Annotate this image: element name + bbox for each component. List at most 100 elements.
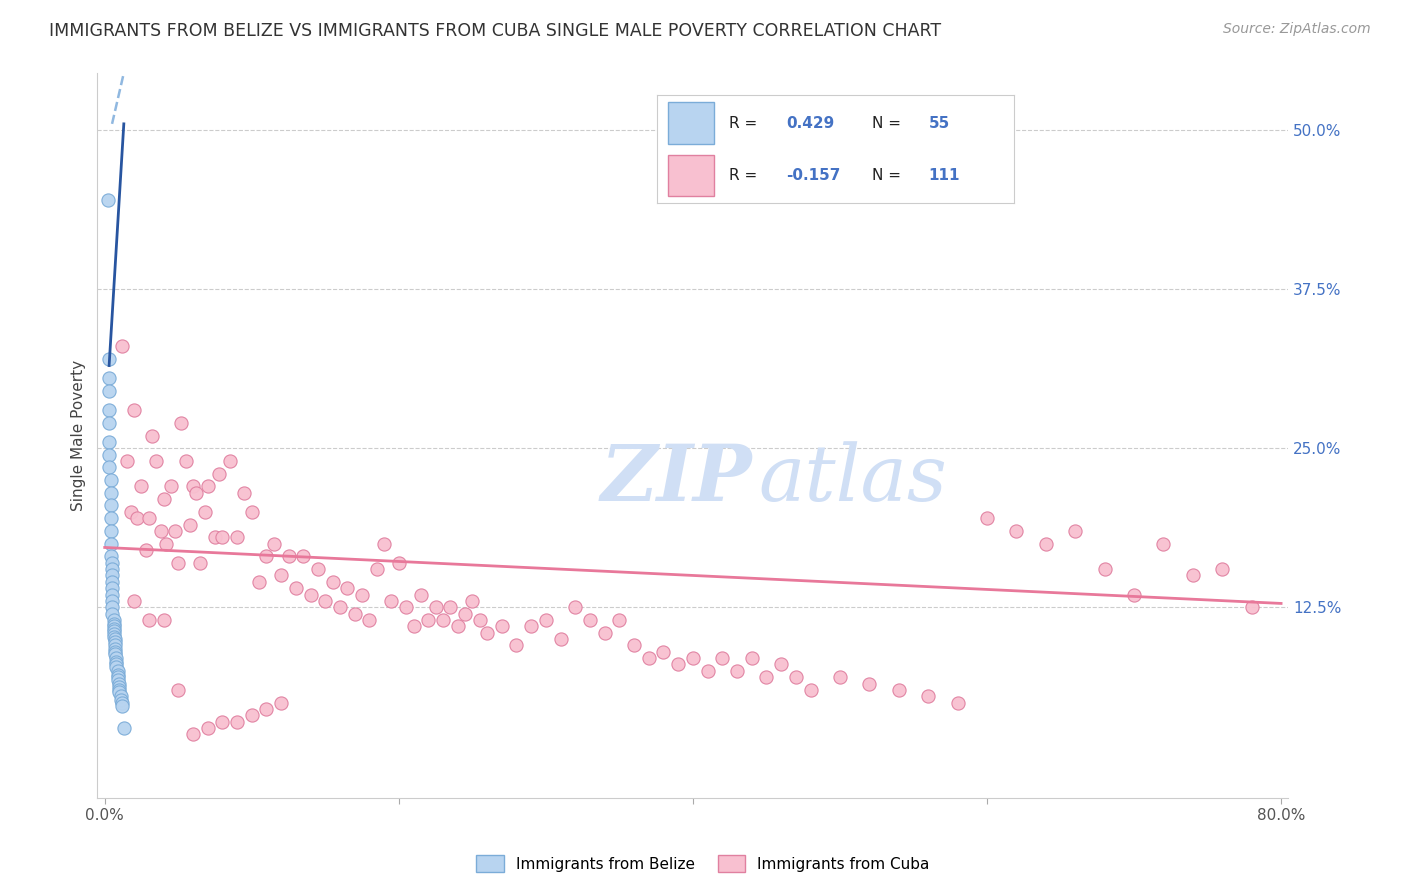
Point: [103, 624, 125, 639]
Point: [97, 193, 120, 207]
Point: [100, 536, 122, 550]
Point: [103, 627, 125, 641]
Point: [184, 485, 207, 500]
Point: [725, 664, 748, 678]
Point: [1123, 588, 1146, 602]
Point: [211, 714, 233, 729]
Point: [103, 622, 125, 636]
Point: [336, 581, 359, 595]
Point: [741, 651, 763, 665]
Point: [104, 642, 127, 657]
Point: [101, 568, 124, 582]
Point: [167, 556, 190, 570]
Point: [105, 657, 128, 672]
Point: [101, 588, 124, 602]
Point: [409, 588, 432, 602]
Point: [785, 670, 807, 684]
Point: [256, 702, 278, 716]
Point: [188, 556, 211, 570]
Point: [682, 651, 704, 665]
Point: [152, 492, 174, 507]
Point: [799, 682, 821, 697]
Point: [388, 556, 411, 570]
Point: [623, 639, 645, 653]
Point: [380, 594, 402, 608]
Point: [887, 682, 910, 697]
Text: ZIP: ZIP: [600, 441, 752, 517]
Point: [122, 403, 145, 417]
Point: [402, 619, 425, 633]
Point: [256, 549, 278, 564]
Point: [299, 588, 322, 602]
Point: [104, 648, 127, 662]
Point: [946, 696, 969, 710]
Point: [439, 600, 461, 615]
Y-axis label: Single Male Poverty: Single Male Poverty: [72, 360, 86, 511]
Point: [115, 454, 138, 468]
Point: [101, 556, 124, 570]
Point: [858, 676, 880, 690]
Point: [165, 524, 187, 538]
Point: [666, 657, 689, 672]
Point: [475, 625, 498, 640]
Point: [138, 613, 160, 627]
Point: [105, 651, 128, 665]
Point: [579, 613, 602, 627]
Point: [917, 690, 939, 704]
Point: [110, 693, 132, 707]
Point: [103, 630, 125, 644]
Point: [270, 568, 292, 582]
Point: [350, 588, 373, 602]
Point: [98, 460, 121, 475]
Point: [770, 657, 793, 672]
Point: [181, 727, 204, 741]
Point: [101, 600, 124, 615]
Point: [329, 600, 352, 615]
Point: [491, 619, 513, 633]
Point: [468, 613, 491, 627]
Point: [211, 530, 233, 544]
Point: [711, 651, 734, 665]
Point: [111, 696, 134, 710]
Point: [107, 670, 129, 684]
Point: [111, 699, 134, 714]
Point: [110, 690, 132, 704]
Point: [111, 339, 134, 353]
Point: [609, 613, 631, 627]
Point: [174, 454, 197, 468]
Point: [593, 625, 616, 640]
Point: [98, 416, 121, 430]
Point: [520, 619, 543, 633]
Point: [100, 485, 122, 500]
Point: [652, 645, 675, 659]
Point: [107, 667, 129, 681]
Point: [432, 613, 454, 627]
Point: [170, 416, 193, 430]
Point: [131, 479, 153, 493]
Point: [277, 549, 299, 564]
Point: [138, 511, 160, 525]
Point: [226, 714, 249, 729]
Point: [314, 594, 336, 608]
Point: [105, 655, 128, 669]
Point: [149, 524, 172, 538]
Point: [101, 581, 124, 595]
Point: [104, 634, 127, 648]
Point: [100, 499, 122, 513]
Point: [240, 708, 263, 723]
Point: [204, 530, 226, 544]
Point: [108, 681, 131, 695]
Point: [101, 562, 124, 576]
Text: Source: ZipAtlas.com: Source: ZipAtlas.com: [1223, 22, 1371, 37]
Point: [108, 685, 131, 699]
Point: [112, 721, 135, 735]
Point: [226, 530, 249, 544]
Point: [197, 479, 219, 493]
Point: [322, 574, 344, 589]
Point: [454, 607, 477, 621]
Point: [155, 536, 177, 550]
Point: [98, 371, 121, 385]
Text: IMMIGRANTS FROM BELIZE VS IMMIGRANTS FROM CUBA SINGLE MALE POVERTY CORRELATION C: IMMIGRANTS FROM BELIZE VS IMMIGRANTS FRO…: [49, 22, 942, 40]
Point: [98, 403, 121, 417]
Point: [101, 594, 124, 608]
